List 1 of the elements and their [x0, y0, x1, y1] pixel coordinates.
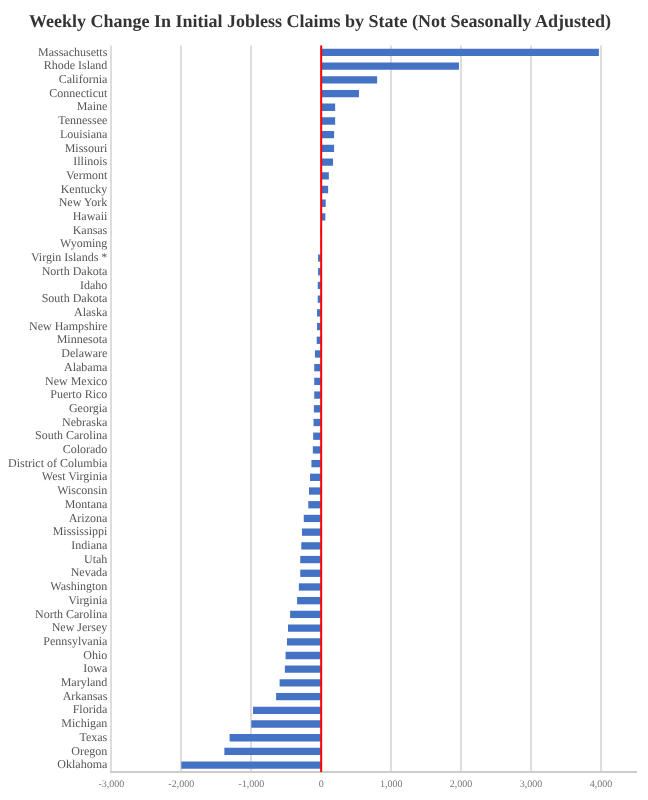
chart-title: Weekly Change In Initial Jobless Claims by State (Not Seasonally Adjusted)	[28, 11, 612, 32]
